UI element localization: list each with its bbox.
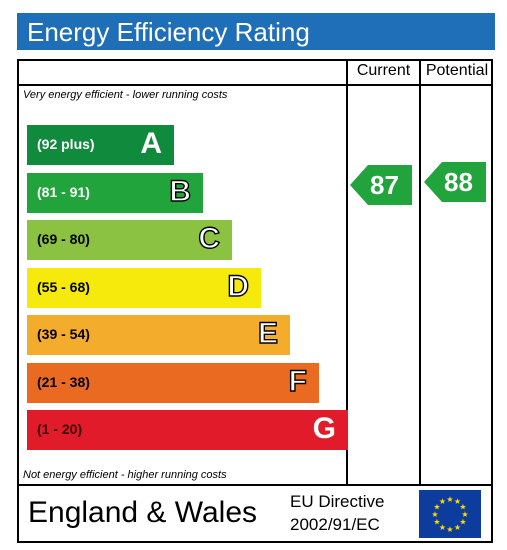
band-range-e: (39 - 54) [37,326,90,342]
band-letter-c: C [198,221,221,255]
flag-star: ★ [459,518,466,527]
band-range-b: (81 - 91) [37,184,90,200]
band-letter-a: A [140,127,162,160]
band-b: (81 - 91) B [27,173,203,213]
eu-flag-icon: ★ ★ ★ ★ ★ ★ ★ ★ ★ ★ ★ ★ [419,490,481,538]
flag-star: ★ [439,523,446,532]
band-a: (92 plus) A [27,125,174,165]
band-e: (39 - 54) E [27,315,290,355]
flag-star: ★ [433,503,440,512]
band-letter-g: G [312,412,336,445]
flag-star: ★ [431,510,438,519]
band-range-d: (55 - 68) [37,279,90,295]
band-d: (55 - 68) D [27,268,261,308]
flag-star: ★ [433,518,440,527]
arrow-value-potential: 88 [444,167,473,197]
flag-star: ★ [459,503,466,512]
column-header-potential: Potential [425,62,489,79]
top-caption: Very energy efficient - lower running co… [23,89,228,101]
eu-directive-label: EU Directive [290,492,385,511]
flag-star: ★ [446,495,453,504]
column-header-current: Current [356,62,411,79]
arrow-current: 87 [350,165,412,205]
flag-star: ★ [461,510,468,519]
arrow-shape-current [350,165,412,205]
title-bar: Energy Efficiency Rating [17,13,495,50]
column-divider-potential [419,59,421,486]
band-range-a: (92 plus) [37,136,95,152]
flag-star: ★ [446,525,453,534]
footer-divider [17,484,493,486]
band-f: (21 - 38) F [27,363,319,403]
band-range-c: (69 - 80) [37,231,90,247]
header-divider [17,84,493,86]
band-g: (1 - 20) G [27,410,348,450]
flag-star: ★ [454,523,461,532]
chart-title: Energy Efficiency Rating [27,17,310,47]
band-letter-e: E [257,316,278,350]
flag-star: ★ [439,497,446,506]
arrow-shape-potential [424,162,486,202]
column-divider-current [346,59,348,486]
flag-star: ★ [454,497,461,506]
band-letter-d: D [227,269,250,303]
band-letter-f: F [288,364,308,398]
region-label: England & Wales [28,496,258,529]
bottom-caption: Not energy efficient - higher running co… [23,469,227,481]
band-range-g: (1 - 20) [37,421,83,437]
band-range-f: (21 - 38) [37,374,90,390]
arrow-potential: 88 [424,162,486,202]
rating-frame [17,59,493,543]
band-c: (69 - 80) C [27,220,232,260]
arrow-value-current: 87 [370,170,399,200]
eu-directive-number: 2002/91/EC [290,515,380,534]
band-letter-b: B [169,174,192,208]
